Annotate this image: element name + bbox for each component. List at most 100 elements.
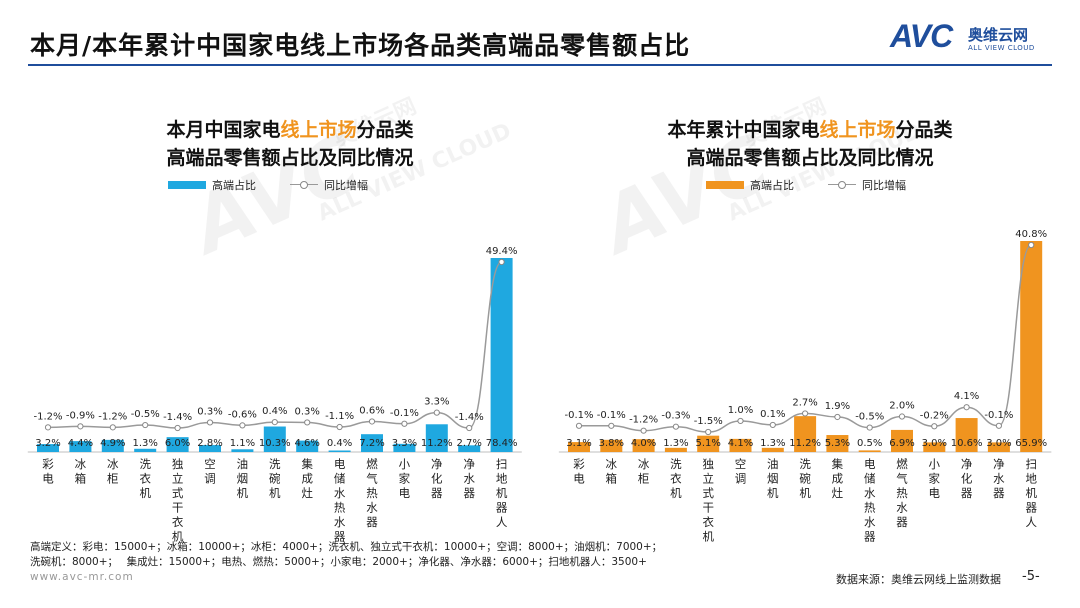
page-number: -5- (1022, 569, 1040, 584)
growth-point (866, 424, 873, 431)
bar-value-label: 6.0% (165, 438, 190, 449)
bar-value-label: 6.9% (889, 438, 914, 449)
growth-value-label: -0.1% (984, 410, 1013, 421)
bar (1020, 241, 1043, 452)
bar-value-label: 3.2% (35, 438, 60, 449)
growth-value-label: -0.1% (390, 408, 419, 419)
bar-value-label: 3.3% (392, 438, 417, 449)
growth-point (898, 413, 906, 420)
category-label: 独立式干衣机 (172, 457, 184, 544)
category-label: 扫地机器人 (1025, 457, 1037, 529)
growth-point (834, 413, 841, 421)
growth-point (802, 410, 809, 417)
growth-value-label: 2.7% (792, 397, 817, 408)
growth-value-label: 0.4% (262, 406, 287, 417)
chart-title-monthly-post: 分品类 (356, 119, 414, 141)
footnote-definition: 高端定义：彩电：15000+；冰箱：10000+；冰柜：4000+；洗衣机、独立… (30, 541, 663, 568)
legend-line-label: 同比增幅 (324, 179, 368, 192)
category-label: 油烟机 (767, 457, 779, 500)
bar-value-label: 4.0% (631, 438, 656, 449)
category-label: 冰箱 (606, 457, 618, 486)
bar (664, 447, 687, 452)
bar-value-label: 1.1% (230, 438, 255, 449)
growth-point (672, 423, 680, 430)
growth-value-label: -0.1% (597, 410, 626, 421)
bar-value-label: 2.8% (197, 438, 222, 449)
growth-point (769, 421, 776, 429)
header-divider (28, 64, 1052, 66)
bar (794, 416, 817, 452)
category-label: 扫地机器人 (496, 457, 508, 529)
growth-point (109, 424, 116, 431)
logo-avc-text: AVC (890, 18, 953, 54)
bar-value-label: 4.6% (294, 438, 319, 449)
growth-point (304, 419, 311, 426)
growth-point (640, 427, 647, 434)
growth-point (206, 419, 214, 426)
bar-value-label: 7.2% (359, 438, 384, 449)
growth-value-label: -1.4% (163, 412, 192, 423)
category-label: 集成灶 (832, 457, 844, 500)
page-title: 本月/本年累计中国家电线上市场各品类高端品零售额占比 (30, 31, 691, 60)
growth-value-label: 3.3% (424, 397, 449, 408)
bar-value-label: 2.7% (456, 438, 481, 449)
growth-value-label: -0.3% (661, 411, 690, 422)
bar (101, 439, 124, 452)
growth-value-label: -1.4% (455, 412, 484, 423)
category-label: 净水器 (993, 457, 1005, 500)
growth-value-label: -0.5% (855, 412, 884, 423)
bar (987, 442, 1010, 452)
category-label: 洗碗机 (799, 457, 811, 500)
bar-value-label: 0.5% (857, 438, 882, 449)
brand-logo: AVC 奥维云网 ALL VIEW CLOUD (890, 18, 1060, 58)
bar-value-label: 65.9% (1015, 438, 1047, 449)
chart-title-monthly-highlight: 线上市场 (280, 119, 357, 141)
growth-point (401, 420, 408, 427)
bar (600, 439, 623, 452)
category-label: 空调 (735, 457, 747, 486)
category-label: 电储水热水器 (334, 457, 346, 544)
growth-value-label: 0.6% (359, 405, 384, 416)
category-label: 冰箱 (75, 457, 87, 486)
category-label: 净水器 (463, 457, 475, 500)
growth-point (575, 422, 583, 429)
data-source: 数据来源：奥维云网线上监测数据 (836, 573, 1001, 586)
category-label: 电储水热水器 (864, 457, 876, 544)
bar (231, 449, 254, 452)
category-label: 净化器 (961, 457, 973, 500)
growth-point (336, 423, 343, 431)
growth-point (271, 419, 278, 426)
chart-title-yearly-highlight: 线上市场 (819, 119, 896, 141)
bar (134, 448, 157, 452)
bar-value-label: 11.2% (789, 438, 821, 449)
category-label: 冰柜 (107, 457, 119, 486)
bar-value-label: 3.0% (986, 438, 1011, 449)
legend-line-swatch (828, 180, 856, 190)
growth-point (44, 424, 52, 431)
growth-value-label: -1.1% (325, 411, 354, 422)
legend-bar-label: 高端占比 (212, 179, 256, 192)
category-label: 彩电 (42, 457, 54, 486)
growth-line (578, 244, 1032, 433)
category-label: 洗衣机 (670, 457, 682, 500)
chart-title-yearly-post: 分品类 (895, 119, 953, 141)
growth-point (931, 423, 938, 430)
bar-value-label: 0.4% (327, 438, 352, 449)
category-label: 油烟机 (237, 457, 249, 500)
growth-value-label: -1.2% (629, 415, 658, 426)
growth-point (963, 404, 970, 411)
bar (263, 426, 286, 452)
chart-title-yearly-pre: 本年累计中国家电 (667, 119, 820, 141)
bar (69, 441, 92, 452)
bar (490, 258, 513, 452)
bar (296, 440, 319, 452)
chart-title-yearly: 本年累计中国家电线上市场分品类 高端品零售额占比及同比情况 (580, 116, 1040, 172)
bar (361, 434, 383, 452)
chart-title-monthly: 本月中国家电线上市场分品类 高端品零售额占比及同比情况 (60, 116, 520, 172)
category-label: 冰柜 (638, 457, 650, 486)
bar (568, 442, 590, 452)
chart-title-yearly-line2: 高端品零售额占比及同比情况 (686, 147, 934, 169)
bar (891, 429, 913, 452)
category-label: 净化器 (431, 457, 443, 500)
